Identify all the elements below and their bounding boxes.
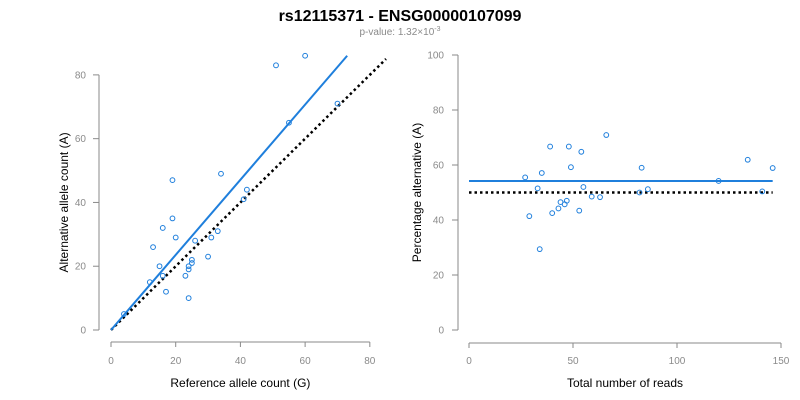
- data-point: [159, 225, 166, 231]
- data-point: [769, 165, 776, 171]
- x-tick-label: 0: [466, 356, 472, 367]
- y-tick-label: 20: [75, 262, 87, 273]
- data-point: [563, 197, 570, 204]
- data-point: [185, 263, 192, 270]
- x-tick-label: 50: [567, 356, 579, 367]
- data-point: [188, 256, 195, 263]
- data-point: [273, 62, 279, 69]
- data-point: [603, 132, 610, 138]
- data-point: [638, 164, 645, 171]
- data-point: [536, 246, 543, 253]
- data-point: [526, 213, 533, 220]
- p-value-text: p-value: 1.32×10: [359, 27, 434, 38]
- data-point: [597, 194, 603, 201]
- data-point: [522, 174, 529, 181]
- x-tick-label: 0: [108, 356, 114, 367]
- right-scatter-plot: 0 50 100 150 0 20 40 60 80 100 Total number of rea…: [410, 51, 790, 391]
- data-point: [146, 279, 153, 286]
- y-tick-label: 0: [438, 326, 444, 337]
- p-value-exponent: -3: [434, 26, 440, 33]
- data-point: [159, 272, 166, 279]
- x-tick-label: 100: [669, 356, 686, 367]
- data-point: [580, 184, 587, 190]
- data-point: [534, 185, 541, 192]
- data-point: [156, 263, 163, 270]
- expected-ratio-line: [110, 58, 387, 331]
- data-point: [568, 164, 574, 171]
- data-point: [208, 234, 215, 241]
- y-axis-label: Percentage alternative (A): [410, 123, 424, 262]
- y-tick-label: 60: [75, 134, 87, 145]
- data-point: [188, 260, 195, 266]
- x-axis-label: Reference allele count (G): [170, 376, 310, 390]
- data-point: [538, 170, 545, 176]
- data-point: [185, 266, 192, 273]
- y-tick-label: 80: [433, 106, 445, 117]
- data-point: [172, 234, 179, 241]
- data-point: [150, 244, 156, 250]
- data-point: [169, 215, 176, 222]
- data-point: [214, 228, 221, 235]
- y-axis-label: Alternative allele count (A): [57, 132, 71, 272]
- data-point: [240, 196, 247, 203]
- data-point: [644, 186, 651, 193]
- y-tick-label: 60: [433, 161, 445, 172]
- data-point: [576, 207, 583, 214]
- data-point: [744, 156, 751, 163]
- data-point: [334, 100, 341, 107]
- left-scatter-plot: 0 20 40 60 80 0 20 40 60 80 Reference allele count…: [57, 52, 387, 390]
- y-tick-label: 40: [75, 198, 87, 209]
- data-point: [218, 170, 224, 177]
- data-point: [555, 205, 562, 212]
- data-point: [636, 189, 643, 196]
- y-tick-label: 0: [80, 326, 86, 337]
- data-point: [286, 119, 292, 126]
- y-tick-label: 40: [433, 216, 445, 227]
- data-point: [121, 311, 127, 317]
- data-point: [169, 177, 176, 184]
- data-point: [759, 188, 766, 195]
- y-tick-label: 20: [433, 271, 445, 282]
- y-tick-label: 80: [75, 70, 87, 81]
- x-axis-label: Total number of reads: [567, 376, 683, 390]
- x-tick-label: 40: [235, 356, 247, 367]
- x-tick-label: 150: [773, 356, 790, 367]
- data-point: [588, 193, 595, 200]
- data-point: [192, 237, 199, 244]
- y-tick-label: 100: [427, 51, 444, 62]
- data-point: [163, 288, 169, 295]
- data-point: [565, 143, 572, 150]
- data-point: [302, 52, 309, 59]
- x-tick-label: 60: [300, 356, 312, 367]
- data-point: [547, 143, 554, 150]
- data-point: [715, 178, 722, 184]
- data-point: [182, 272, 189, 279]
- data-point: [578, 148, 585, 155]
- x-tick-label: 80: [364, 356, 376, 367]
- fit-line: [110, 55, 348, 331]
- data-point: [549, 210, 556, 217]
- x-tick-label: 20: [170, 356, 182, 367]
- data-point: [185, 295, 192, 302]
- chart-title: rs12115371 - ENSG00000107099: [279, 8, 522, 25]
- data-point: [243, 186, 250, 193]
- data-point: [205, 253, 211, 260]
- chart-subtitle: p-value: 1.32×10-3: [359, 26, 440, 38]
